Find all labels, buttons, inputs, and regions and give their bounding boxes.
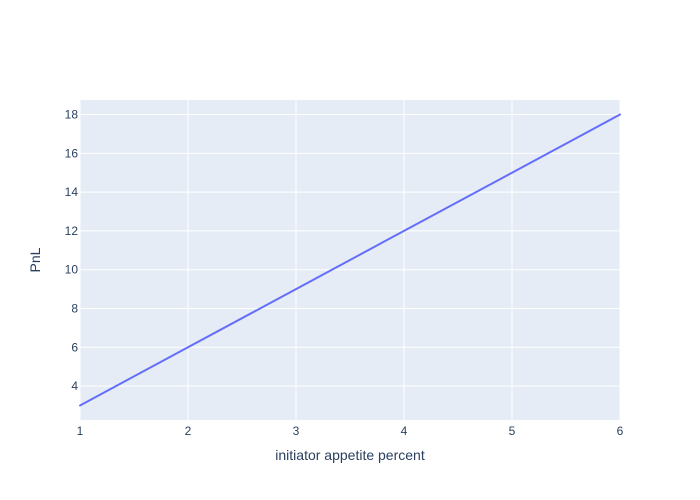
y-tick-label: 16 [65, 146, 79, 160]
x-tick-label: 2 [185, 424, 192, 438]
y-axis-ticks: 4 6 8 10 12 14 16 18 [65, 108, 79, 394]
x-tick-label: 3 [293, 424, 300, 438]
y-axis-title: PnL [27, 247, 43, 272]
y-tick-label: 4 [71, 379, 78, 393]
y-tick-label: 10 [65, 263, 79, 277]
y-tick-label: 8 [71, 301, 78, 315]
gridlines [79, 100, 621, 420]
y-tick-label: 14 [65, 185, 79, 199]
y-tick-label: 12 [65, 224, 79, 238]
x-axis-ticks: 1 2 3 4 5 6 [77, 424, 624, 438]
x-tick-label: 1 [77, 424, 84, 438]
x-tick-label: 5 [509, 424, 516, 438]
series-layer [79, 113, 621, 407]
x-tick-label: 4 [401, 424, 408, 438]
x-axis-title: initiator appetite percent [275, 447, 425, 463]
x-tick-label: 6 [617, 424, 624, 438]
y-tick-label: 18 [65, 108, 79, 122]
y-tick-label: 6 [71, 340, 78, 354]
series-line [79, 113, 621, 407]
